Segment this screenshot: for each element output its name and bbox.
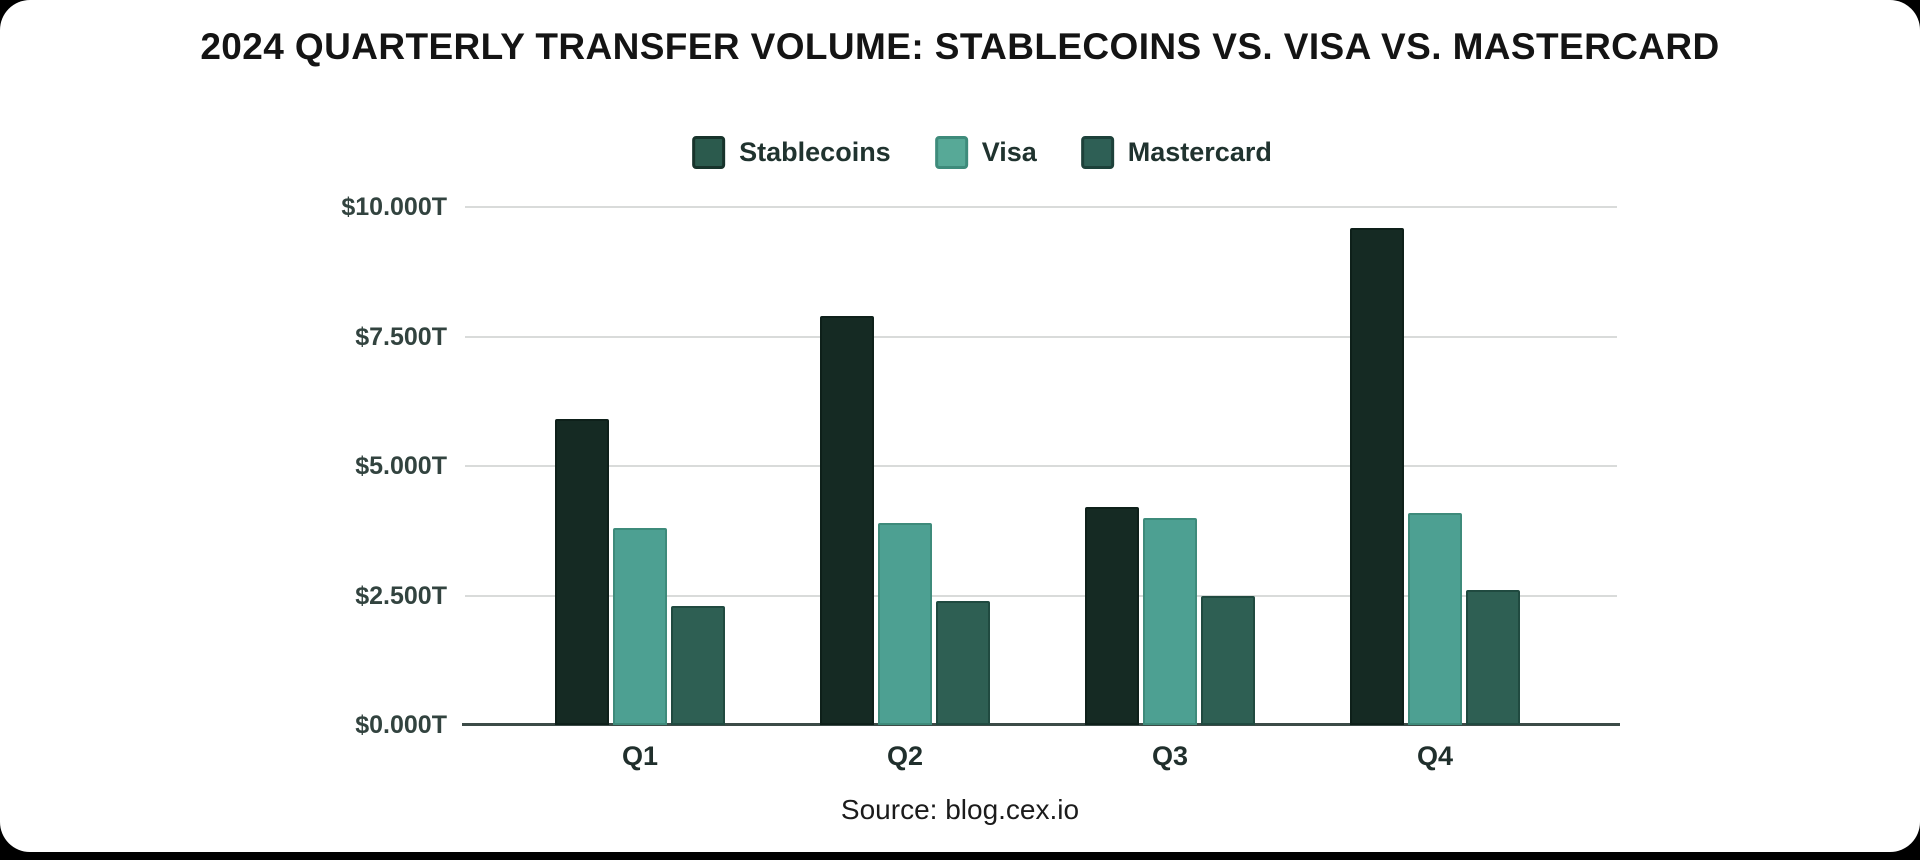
legend-label-stablecoins: Stablecoins	[739, 137, 891, 167]
bar-mastercard-q3	[1201, 595, 1255, 725]
legend-item-visa: Visa	[934, 136, 1037, 169]
gridline--7-500t	[465, 335, 1617, 338]
y-axis-tick--10-000t: $10.000T	[341, 193, 447, 221]
bar-stablecoins-q4	[1350, 227, 1404, 725]
source-text: Source: blog.cex.io	[840, 794, 1080, 825]
bar-mastercard-q2	[936, 600, 990, 725]
legend-label-mastercard: Mastercard	[1127, 137, 1272, 167]
bar-visa-q3	[1143, 517, 1197, 725]
bar-visa-q2	[878, 522, 932, 725]
bar-stablecoins-q2	[820, 315, 874, 725]
legend-swatch-visa-icon	[934, 136, 968, 169]
legend-item-stablecoins: Stablecoins	[692, 136, 891, 169]
y-axis-tick--2-500t: $2.500T	[355, 581, 447, 610]
gridline--5-000t	[465, 465, 1617, 467]
bottom-strip	[0, 852, 1920, 860]
legend-item-mastercard: Mastercard	[1080, 136, 1272, 169]
gridline--10-000t	[465, 206, 1617, 208]
bar-mastercard-q1	[671, 605, 725, 725]
x-axis-label-q1: Q1	[621, 741, 659, 771]
legend-swatch-stablecoins-icon	[692, 136, 726, 169]
y-axis-tick--5-000t: $5.000T	[355, 452, 447, 480]
legend-label-visa: Visa	[981, 137, 1037, 167]
x-axis-label-q3: Q3	[1151, 741, 1189, 771]
bar-visa-q1	[613, 528, 667, 725]
x-axis-line	[462, 723, 1620, 726]
bar-visa-q4	[1408, 512, 1462, 725]
chart-legend: Stablecoins Visa Mastercard	[692, 136, 1272, 169]
y-axis-tick--7-500t: $7.500T	[355, 322, 447, 351]
gridline--2-500t	[465, 594, 1617, 597]
legend-swatch-mastercard-icon	[1080, 136, 1114, 169]
x-axis-label-q4: Q4	[1416, 741, 1454, 771]
y-axis-tick--0-000t: $0.000T	[355, 711, 447, 739]
chart-title: 2024 QUARTERLY TRANSFER VOLUME: STABLECO…	[200, 26, 1720, 67]
bar-stablecoins-q1	[555, 419, 609, 725]
bar-mastercard-q4	[1466, 590, 1520, 725]
x-axis-label-q2: Q2	[886, 741, 924, 771]
bar-stablecoins-q3	[1085, 507, 1139, 725]
